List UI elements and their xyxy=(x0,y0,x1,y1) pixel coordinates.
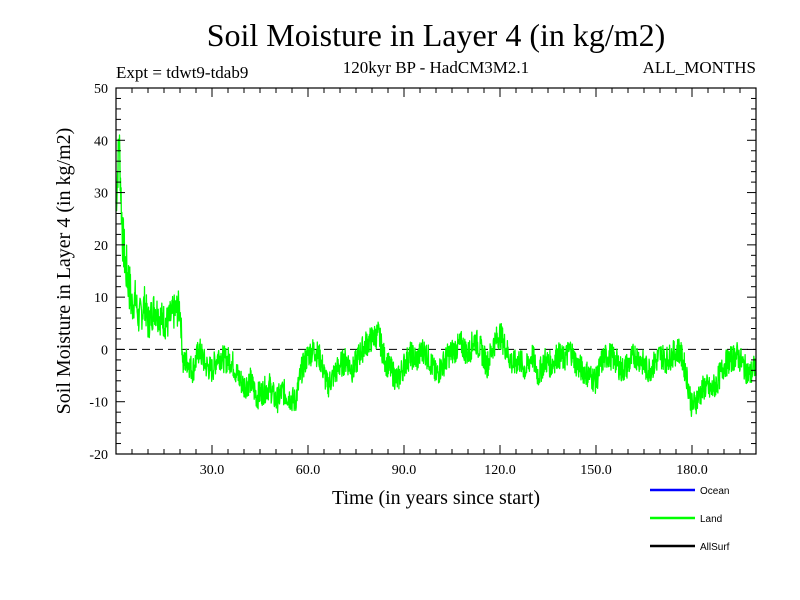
y-tick-label: -10 xyxy=(89,396,108,411)
x-axis-title: Time (in years since start) xyxy=(332,487,540,509)
series-layer xyxy=(115,134,757,418)
y-tick-label: 30 xyxy=(94,187,108,202)
y-axis-title: Soil Moisture in Layer 4 (in kg/m2) xyxy=(53,128,75,415)
y-tick-label: 10 xyxy=(94,291,108,306)
plot-frame xyxy=(115,87,757,455)
legend-label-ocean: Ocean xyxy=(700,486,729,497)
x-tick-label: 120.0 xyxy=(484,463,516,478)
legend-label-land: Land xyxy=(700,514,722,525)
x-tick-label: 150.0 xyxy=(580,463,612,478)
x-tick-label: 180.0 xyxy=(676,463,708,478)
legend: Ocean Land AllSurf xyxy=(650,486,730,553)
period-model-label: 120kyr BP - HadCM3M2.1 xyxy=(343,58,529,77)
x-tick-label: 90.0 xyxy=(392,463,417,478)
chart-title: Soil Moisture in Layer 4 (in kg/m2) xyxy=(207,17,666,53)
y-tick-labels: 50 40 30 20 10 0 -10 -20 xyxy=(89,82,108,463)
y-tick-label: 50 xyxy=(94,82,108,97)
months-label: ALL_MONTHS xyxy=(643,58,756,77)
y-tick-label: 0 xyxy=(101,343,108,358)
series-line-land xyxy=(115,134,757,418)
experiment-label: Expt = tdwt9-tdab9 xyxy=(116,63,248,82)
y-tick-label: 40 xyxy=(94,134,108,149)
x-tick-labels: 30.0 60.0 90.0 120.0 150.0 180.0 xyxy=(200,463,708,478)
ticks xyxy=(115,87,757,455)
x-tick-label: 60.0 xyxy=(296,463,321,478)
y-tick-label: -20 xyxy=(89,448,108,463)
x-tick-label: 30.0 xyxy=(200,463,225,478)
y-tick-label: 20 xyxy=(94,239,108,254)
legend-label-allsurf: AllSurf xyxy=(700,542,730,553)
